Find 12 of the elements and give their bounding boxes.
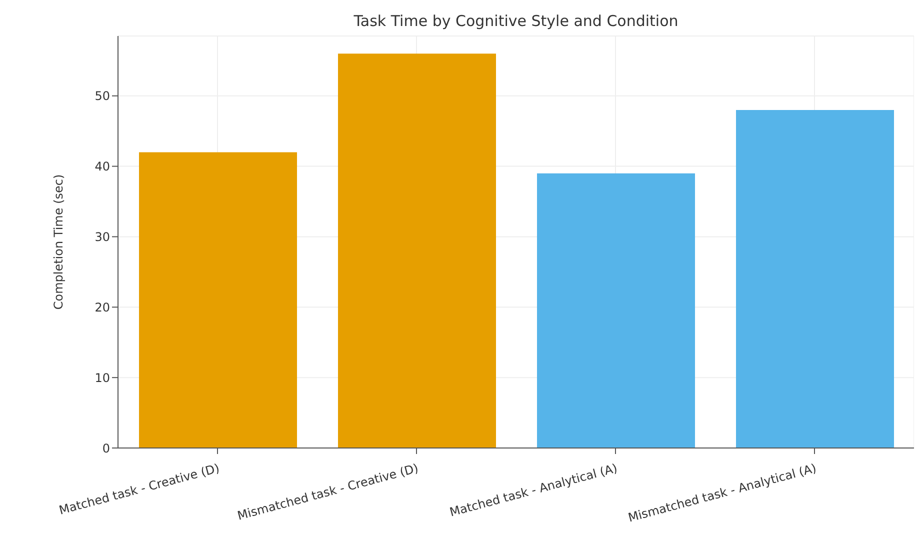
y-tick-label: 30: [94, 230, 110, 244]
bar: [537, 173, 695, 448]
y-tick-label: 0: [102, 441, 110, 456]
bar: [139, 152, 297, 448]
y-tick-label: 10: [94, 370, 110, 385]
y-tick-label: 20: [94, 300, 110, 314]
y-tick-label: 40: [94, 160, 110, 174]
y-axis-title: Completion Time (sec): [51, 174, 66, 310]
bar: [338, 54, 496, 448]
chart-title: Task Time by Cognitive Style and Condition: [352, 12, 680, 30]
y-tick-label: 50: [94, 89, 110, 104]
bar: [736, 110, 894, 448]
